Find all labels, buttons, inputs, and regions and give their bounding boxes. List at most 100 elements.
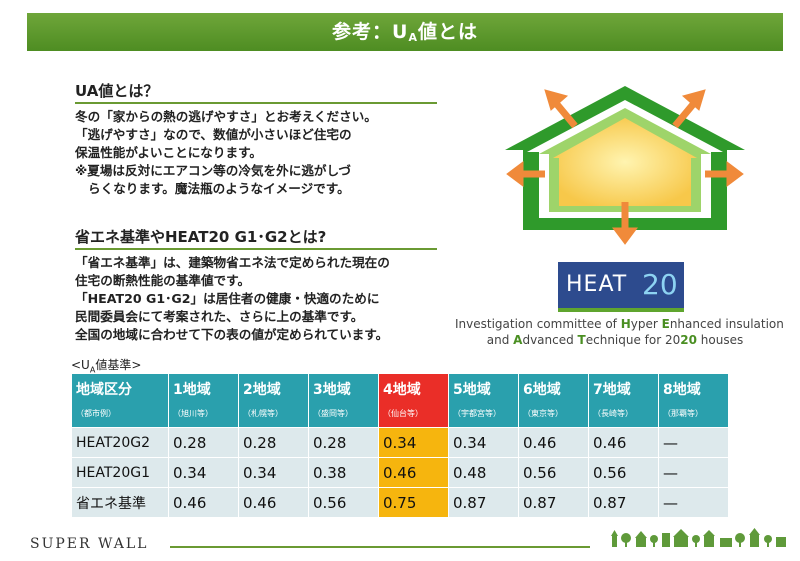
body-line: 全国の地域に合わせて下の表の値が定められています。 [75, 327, 389, 342]
table-cell: 0.46 [378, 457, 449, 488]
table-header-cell: 6地域 （東京等） [518, 373, 589, 428]
table-row: HEAT20G1 0.34 0.34 0.38 0.46 0.48 0.56 0.56— [71, 457, 729, 488]
body-line: らくなります。魔法瓶のようなイメージです。 [88, 181, 350, 196]
table-body: HEAT20G2 0.28 0.28 0.28 0.34 0.34 0.46 0.46— HEA… [71, 427, 729, 518]
table-cell: 0.38 [308, 457, 379, 488]
header-region-label: 7地域 [593, 382, 631, 398]
table-header-row: 地域区分 （都市例） 1地域 （旭川等） 2地域 （札幌等） 3地域 （盛岡等） 4地域 （仙台等… [71, 373, 729, 428]
caption-text: and [486, 333, 514, 347]
table-cell: 0.87 [588, 487, 659, 518]
caption-highlight: A [513, 333, 523, 347]
caption-text: dvanced [522, 333, 578, 347]
table-cell: 0.46 [238, 487, 309, 518]
table-cell: — [658, 487, 729, 518]
body-line: 「省エネ基準」は、建築物省エネ法で定められた現在の [75, 255, 390, 270]
header-region-label: 5地域 [453, 382, 491, 398]
row-label: HEAT20G1 [71, 457, 169, 488]
header-city-example: （長崎等） [593, 409, 633, 418]
header-city-example: （仙台等） [383, 409, 423, 418]
table-title-suffix: 値基準> [95, 358, 142, 372]
banner-suffix: 値とは [417, 21, 478, 43]
caption-highlight: 20 [680, 333, 697, 347]
table-row: 省エネ基準 0.46 0.46 0.56 0.75 0.87 0.87 0.87— [71, 487, 729, 518]
caption-text: nhanced insulation [669, 317, 784, 331]
table-header-cell: 5地域 （宇都宮等） [448, 373, 519, 428]
table-cell: 0.34 [448, 427, 519, 458]
header-region-label: 2地域 [243, 382, 281, 398]
row-label: HEAT20G2 [71, 427, 169, 458]
header-region-label: 1地域 [173, 382, 211, 398]
table-cell: 0.87 [518, 487, 589, 518]
table-cell: 0.28 [168, 427, 239, 458]
table-header-cell: 1地域 （旭川等） [168, 373, 239, 428]
table-title: <UA値基準> [71, 356, 141, 374]
caption-highlight: H [620, 317, 631, 331]
heat20-caption: Investigation committee of Hyper Enhance… [455, 316, 784, 348]
header-city-example: （盛岡等） [313, 409, 353, 418]
table-cell: 0.46 [588, 427, 659, 458]
section-body-standards: 「省エネ基準」は、建築物省エネ法で定められた現在の 住宅の断熱性能の基準値です。… [75, 254, 390, 344]
body-line: 住宅の断熱性能の基準値です。 [75, 273, 251, 288]
table-cell: 0.34 [168, 457, 239, 488]
table-cell: 0.87 [448, 487, 519, 518]
body-line: 民間委員会にて考案された、さらに上の基準です。 [75, 309, 364, 324]
table-title-prefix: <U [71, 358, 90, 372]
header-city-example: （旭川等） [173, 409, 213, 418]
body-line: 「逃げやすさ」なので、数値が小さいほど住宅の [75, 127, 352, 142]
logo-word: HEAT [566, 272, 628, 297]
header-region-label: 3地域 [313, 382, 351, 398]
arrow-up-left-icon [544, 89, 578, 129]
caption-line-2: and Advanced Technique for 2020 houses [455, 332, 775, 348]
body-line: 「HEAT20 G1･G2」は居住者の健康・快適のために [75, 291, 380, 306]
header-region-label: 地域区分 [76, 382, 132, 398]
town-silhouette-decoration [611, 528, 786, 547]
table-cell: 0.46 [518, 427, 589, 458]
section-title-ua: UA値とは？ [75, 80, 437, 104]
table-cell: 0.34 [238, 457, 309, 488]
banner-sub: A [408, 31, 418, 44]
page-banner: 参考：UA値とは [27, 13, 783, 51]
table-cell: 0.56 [518, 457, 589, 488]
table-header-cell: 7地域 （長崎等） [588, 373, 659, 428]
table-cell: 0.56 [308, 487, 379, 518]
table-cell: 0.28 [308, 427, 379, 458]
row-label: 省エネ基準 [71, 487, 169, 518]
body-line: 冬の「家からの熱の逃げやすさ」とお考えください。 [75, 109, 377, 124]
table-header-cell: 2地域 （札幌等） [238, 373, 309, 428]
table-cell: 0.34 [378, 427, 449, 458]
header-region-label: 8地域 [663, 382, 701, 398]
section-title-standards: 省エネ基準やHEAT20 G1･G2とは? [75, 226, 437, 250]
footer-divider [170, 546, 590, 548]
caption-text: yper [630, 317, 662, 331]
table-cell: 0.46 [168, 487, 239, 518]
body-line: 保温性能がよいことになります。 [75, 145, 263, 160]
section-body-ua: 冬の「家からの熱の逃げやすさ」とお考えください。 「逃げやすさ」なので、数値が小… [75, 108, 377, 198]
header-region-label: 4地域 [383, 382, 421, 398]
table-cell: 0.75 [378, 487, 449, 518]
header-city-example: （那覇等） [663, 409, 703, 418]
table-header-cell: 地域区分 （都市例） [71, 373, 169, 428]
header-city-example: （東京等） [523, 409, 563, 418]
table-header-cell: 8地域 （那覇等） [658, 373, 729, 428]
arrow-left-icon [506, 161, 545, 187]
house-warm-interior [553, 118, 697, 206]
caption-text: Investigation committee of [455, 317, 621, 331]
table-header-cell: 4地域 （仙台等） [378, 373, 449, 428]
body-line: ※夏場は反対にエアコン等の冷気を外に逃がしづ [75, 163, 351, 178]
caption-text: houses [696, 333, 744, 347]
table-cell: 0.28 [238, 427, 309, 458]
header-city-example: （宇都宮等） [453, 409, 501, 418]
banner-prefix: 参考：U [332, 21, 409, 43]
arrow-down-icon [612, 202, 638, 245]
caption-line-1: Investigation committee of Hyper Enhance… [455, 316, 784, 332]
table-row: HEAT20G2 0.28 0.28 0.28 0.34 0.34 0.46 0.46— [71, 427, 729, 458]
header-city-example: （都市例） [76, 409, 116, 418]
arrow-up-right-icon [672, 89, 706, 129]
table-cell: — [658, 457, 729, 488]
logo-number: 20 [642, 268, 678, 301]
caption-text: echnique for 20 [585, 333, 681, 347]
heat20-logo: HEAT 20 [558, 262, 684, 312]
header-region-label: 6地域 [523, 382, 561, 398]
table-cell: 0.48 [448, 457, 519, 488]
caption-highlight: T [577, 333, 586, 347]
